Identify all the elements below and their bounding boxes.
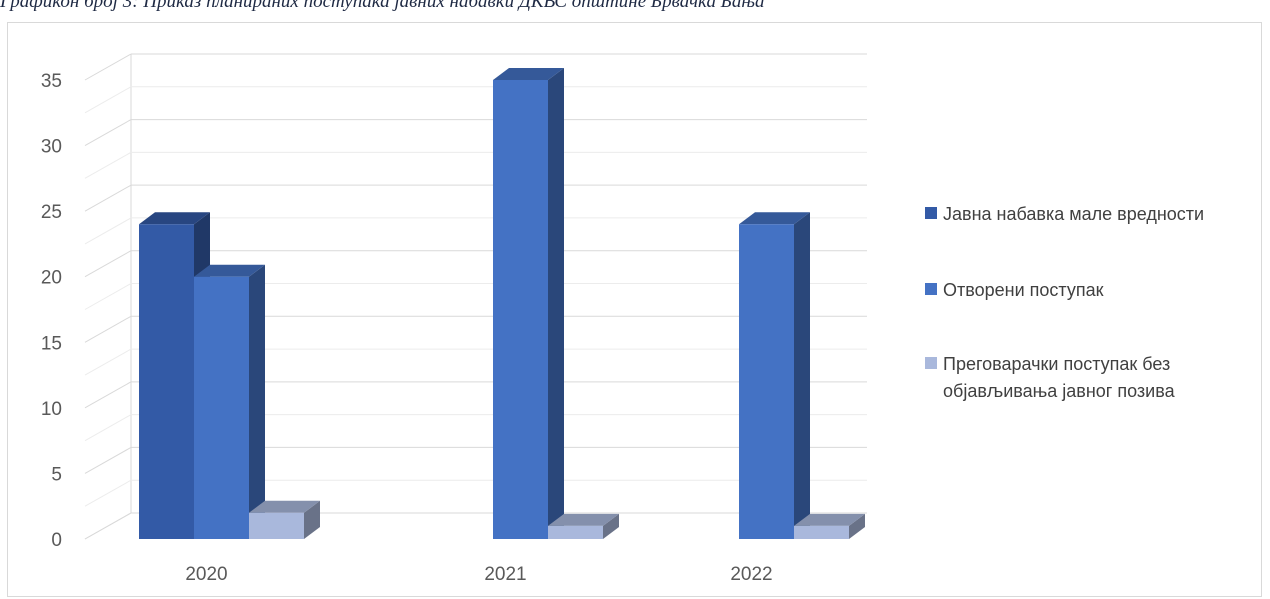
gridline-side [84,348,132,376]
bar [739,212,810,539]
bar-top [249,500,320,513]
legend-swatch [925,207,937,219]
gridline-side [84,446,132,474]
x-axis-ticks: 2020 2021 2022 [185,564,772,585]
gridline-side [84,217,132,245]
bar-side [603,513,619,539]
gridline-side [84,250,132,278]
legend-entry: Јавна набавка мале вредности [925,204,1204,224]
bar-top [548,513,619,526]
x-tick-label: 2022 [730,564,772,585]
legend-label: Отворени поступак [943,280,1104,300]
bar-side [304,500,320,539]
gridline-side [84,479,132,507]
y-tick-label: 0 [51,530,62,551]
y-tick-label: 15 [41,333,62,354]
bar [249,500,320,539]
bar-top [794,513,865,526]
bar-top [493,68,564,80]
bar-front [194,276,249,539]
gridline-side [84,151,132,179]
legend-label: Јавна набавка мале вредности [943,204,1204,224]
bar [794,513,865,539]
y-tick-label: 35 [41,71,62,92]
bar [194,264,265,539]
bar-side [249,264,265,539]
x-tick-label: 2020 [185,564,227,585]
bar-front [548,525,603,539]
bars [139,68,865,539]
gridline-side [84,315,132,343]
gridline-side [84,119,132,147]
gridline-side [84,53,132,81]
y-tick-label: 10 [41,399,62,420]
legend-entry: Преговарачки поступак без објављивања јав… [925,354,1176,401]
bar-front [249,512,304,539]
gridline-side [84,283,132,310]
bar-side [849,513,865,539]
legend-label: објављивања јавног позива [943,381,1176,401]
chart-caption: Графикон број 3: Приказ планираних посту… [0,0,765,12]
gridline-side [84,512,132,540]
bar-top [194,264,265,277]
gridline-side [84,184,132,212]
bar [493,68,564,539]
gridline-side [84,414,132,442]
bar-front [139,224,194,539]
y-tick-label: 5 [51,464,62,485]
bar-top [139,212,210,225]
y-tick-label: 30 [41,137,62,158]
bar-front [493,80,548,539]
bar-top [739,212,810,225]
y-tick-label: 20 [41,268,62,289]
gridline-side [84,86,132,114]
legend-entry: Отворени поступак [925,280,1104,300]
y-tick-label: 25 [41,202,62,223]
y-axis-ticks: 0 5 10 15 20 25 30 35 [41,71,62,551]
bar [548,513,619,539]
legend-swatch [925,283,937,295]
legend-label: Преговарачки поступак без [943,354,1170,374]
bar-front [794,525,849,539]
bar-side [548,68,564,539]
gridline-side [84,381,132,409]
legend-swatch [925,357,937,369]
bar-front [739,224,794,539]
x-tick-label: 2021 [484,564,526,585]
legend: Јавна набавка мале вредности Отворени пос… [925,204,1204,401]
bar-side [794,212,810,539]
chart-frame [7,22,1262,597]
